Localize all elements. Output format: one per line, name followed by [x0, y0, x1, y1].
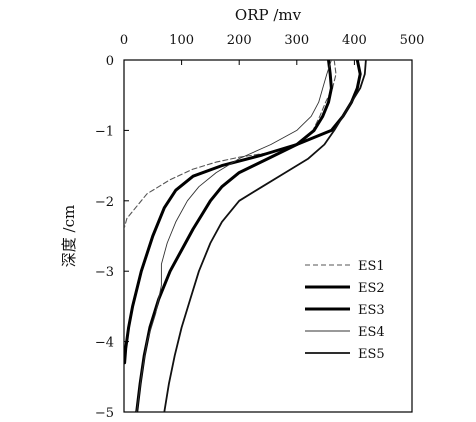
y-axis-title: 深度 /cm: [60, 205, 78, 267]
y-axis-ticks: 0 −1 −2 −3 −4 −5: [95, 54, 129, 421]
y-tick-label: −5: [95, 406, 114, 421]
plot-area: [123, 59, 413, 413]
x-tick-label: 500: [400, 33, 425, 48]
y-tick-label: −3: [95, 265, 114, 280]
plot-frame: [123, 59, 413, 413]
x-tick-label: 200: [227, 33, 252, 48]
y-tick-label: −4: [95, 336, 114, 351]
x-tick-label: 0: [120, 33, 128, 48]
series-line-es5: [163, 60, 367, 412]
legend-label-es1: ES1: [358, 259, 385, 274]
legend-label-es3: ES3: [358, 303, 385, 318]
legend-label-es5: ES5: [358, 347, 385, 362]
series-line-es2: [135, 60, 333, 412]
legend: ES1 ES2 ES3 ES4 ES5: [305, 259, 385, 362]
series-line-es4: [136, 60, 332, 412]
x-tick-label: 400: [342, 33, 367, 48]
y-tick-label: −1: [95, 124, 114, 139]
x-tick-label: 100: [169, 33, 194, 48]
legend-label-es2: ES2: [358, 281, 385, 296]
series-layer: [124, 60, 367, 412]
y-tick-label: 0: [106, 54, 114, 69]
legend-label-es4: ES4: [358, 325, 385, 340]
x-axis-title: ORP /mv: [235, 6, 302, 24]
x-tick-label: 300: [284, 33, 309, 48]
y-tick-label: −2: [95, 195, 114, 210]
x-axis-ticks: 0 100 200 300 400 500: [120, 33, 425, 65]
